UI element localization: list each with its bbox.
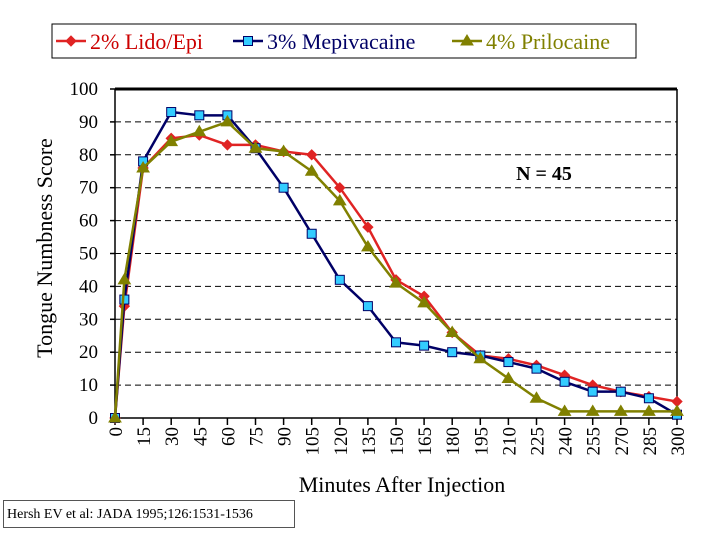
data-point (362, 301, 373, 312)
data-point (670, 404, 684, 416)
data-point (166, 107, 177, 118)
x-tick-label: 75 (247, 427, 268, 446)
x-axis-label: Minutes After Injection (299, 472, 506, 497)
data-point (559, 376, 570, 387)
data-point (117, 272, 132, 285)
x-tick-label: 240 (556, 427, 577, 456)
x-tick-label: 15 (134, 427, 155, 446)
data-point (306, 228, 317, 239)
data-point (417, 295, 431, 308)
data-point (194, 110, 205, 121)
data-point (643, 393, 654, 404)
data-point (557, 404, 572, 416)
data-point (192, 124, 207, 137)
series-line (113, 120, 677, 419)
x-tick-label: 300 (668, 427, 689, 456)
data-point (445, 325, 460, 337)
y-axis-label: Tongue Numbness Score (32, 138, 57, 358)
x-tick-label: 210 (499, 427, 520, 456)
x-tick-label: 30 (162, 427, 183, 446)
legend-entry: 4% Prilocaine (452, 29, 610, 54)
x-tick-label: 270 (612, 427, 633, 456)
data-point (136, 160, 150, 173)
data-point (503, 357, 514, 368)
data-point (248, 141, 263, 153)
x-tick-label: 285 (640, 427, 661, 456)
legend: 2% Lido/Epi 3% Mepivacaine 4% Prilocaine (51, 23, 637, 59)
x-tick-label: 45 (190, 427, 211, 446)
data-point (108, 411, 122, 423)
data-point (304, 164, 319, 176)
data-point (334, 274, 345, 285)
legend-label: 2% Lido/Epi (90, 29, 203, 54)
y-tick-label: 60 (79, 211, 98, 232)
gridlines (115, 121, 677, 386)
x-tick-label: 135 (359, 427, 380, 456)
data-point (613, 404, 628, 416)
data-point (419, 340, 430, 351)
x-tick-label: 120 (331, 427, 352, 456)
x-tick-label: 255 (584, 427, 605, 456)
axes: 0 10 20 30 40 50 60 70 80 90 100 0 15 30 45 60 75 90 105 12… (70, 79, 690, 456)
data-point (332, 193, 347, 206)
x-tick-label: 105 (303, 427, 324, 456)
y-tick-label: 10 (79, 375, 98, 396)
data-point (501, 371, 516, 384)
y-tick-label: 90 (79, 112, 98, 133)
x-tick-label: 225 (528, 427, 549, 456)
y-tick-label: 20 (79, 342, 98, 363)
y-tick-label: 0 (89, 408, 99, 429)
legend-entry: 2% Lido/Epi (56, 29, 203, 54)
legend-marker (65, 35, 77, 47)
data-point (531, 363, 542, 374)
data-point (276, 144, 291, 157)
data-point (587, 386, 598, 397)
x-tick-label: 60 (218, 427, 239, 446)
legend-marker (460, 34, 474, 46)
data-point (391, 337, 401, 348)
data-point (334, 181, 346, 194)
data-point (447, 347, 458, 358)
series-group (108, 107, 684, 424)
legend-label: 3% Mepivacaine (267, 29, 415, 54)
y-tick-label: 70 (79, 178, 98, 199)
data-point (278, 182, 289, 193)
legend-label: 4% Prilocaine (486, 29, 610, 54)
data-point (389, 276, 403, 288)
series-2 (108, 114, 684, 423)
data-point (585, 404, 600, 416)
x-tick-label: 90 (275, 427, 296, 446)
x-tick-label: 150 (387, 427, 408, 456)
data-point (642, 404, 656, 416)
y-tick-label: 100 (70, 79, 99, 100)
data-point (305, 149, 318, 161)
data-point (164, 134, 179, 147)
data-point (221, 139, 234, 151)
data-point (529, 391, 544, 403)
y-tick-label: 30 (79, 309, 98, 330)
series-line (113, 110, 678, 419)
data-point (220, 114, 235, 127)
x-tick-label: 0 (106, 427, 127, 437)
y-tick-label: 40 (79, 276, 98, 297)
x-tick-label: 195 (471, 427, 492, 456)
data-point (473, 351, 488, 364)
y-tick-label: 50 (79, 244, 98, 265)
data-point (362, 221, 374, 233)
x-tick-label: 165 (415, 427, 436, 456)
x-tick-label: 180 (443, 427, 464, 456)
y-tick-label: 80 (79, 145, 98, 166)
data-point (361, 239, 375, 252)
citation-footer: Hersh EV et al: JADA 1995;126:1531-1536 (3, 500, 295, 528)
data-point (615, 386, 626, 397)
chart-annotation: N = 45 (516, 163, 572, 185)
legend-entry: 3% Mepivacaine (233, 29, 415, 54)
legend-marker (243, 36, 253, 46)
